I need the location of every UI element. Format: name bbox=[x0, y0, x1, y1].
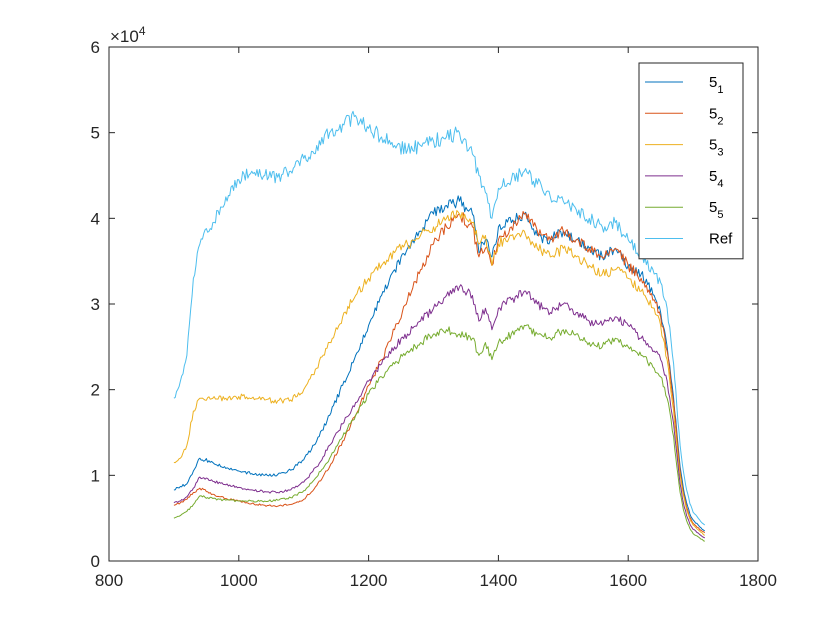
series-layer bbox=[173, 110, 706, 542]
series-line-53 bbox=[173, 210, 705, 536]
y-tick-label: 6 bbox=[91, 38, 100, 57]
legend-label-52: 52 bbox=[709, 105, 723, 127]
y-tick-label: 2 bbox=[91, 381, 100, 400]
x-tick-label: 800 bbox=[95, 571, 123, 590]
legend-label-51: 51 bbox=[709, 74, 723, 96]
y-tick-label: 5 bbox=[91, 124, 100, 143]
series-line-54 bbox=[173, 284, 705, 539]
y-exponent-label: ×104 bbox=[110, 24, 146, 46]
legend-label-55: 55 bbox=[709, 199, 723, 221]
y-tick-label: 3 bbox=[91, 295, 100, 314]
legend-box bbox=[638, 62, 744, 260]
x-tick-label: 1000 bbox=[220, 571, 258, 590]
series-line-ref bbox=[173, 110, 706, 526]
x-tick-label: 1800 bbox=[739, 571, 777, 590]
legend: 51 52 53 54 55 Ref bbox=[638, 62, 744, 260]
series-line-55 bbox=[173, 324, 705, 542]
legend-label-54: 54 bbox=[709, 168, 723, 190]
y-tick-label: 1 bbox=[91, 466, 100, 485]
x-tick-label: 1400 bbox=[479, 571, 517, 590]
legend-label-ref: Ref bbox=[709, 231, 733, 248]
y-tick-label: 0 bbox=[91, 552, 100, 571]
series-line-52 bbox=[173, 211, 706, 534]
y-tick-label: 4 bbox=[91, 209, 100, 228]
legend-label-53: 53 bbox=[709, 137, 723, 159]
axes-layer: 800 1000 1200 1400 1600 1800 0 1 2 3 4 5 6 bbox=[91, 38, 777, 590]
x-tick-label: 1200 bbox=[350, 571, 388, 590]
x-tick-label: 1600 bbox=[609, 571, 647, 590]
